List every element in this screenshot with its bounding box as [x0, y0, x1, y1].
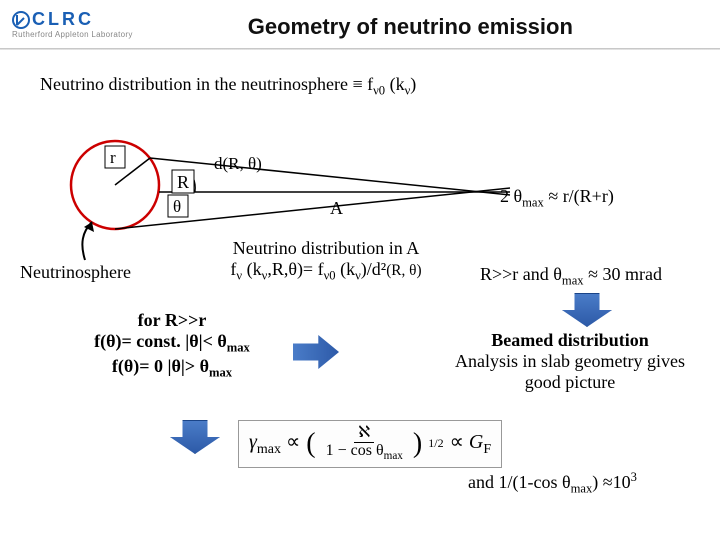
- label-r: r: [110, 148, 116, 168]
- ftheta-line2: f(θ)= const. |θ|< θmax: [72, 331, 272, 356]
- label-A: A: [330, 198, 343, 219]
- neutrinosphere-label: Neutrinosphere: [20, 262, 131, 283]
- page-title: Geometry of neutrino emission: [153, 14, 708, 40]
- eq-approx-30mrad: R>>r and θmax ≈ 30 mrad: [480, 264, 662, 289]
- formula-rhs: ∝ GF: [450, 429, 492, 458]
- header-bar: CLRC Rutherford Appleton Laboratory Geom…: [0, 0, 720, 48]
- formula-box: γmax ∝ ( ℵ 1 − cos θmax )1/2 ∝ GF: [238, 420, 502, 468]
- label-theta: θ: [173, 197, 181, 217]
- logo: CLRC Rutherford Appleton Laboratory: [12, 9, 133, 39]
- ftheta-line1: for R>>r: [72, 310, 272, 331]
- label-R: R: [177, 172, 189, 193]
- dist-line1: Neutrino distribution in A: [196, 238, 456, 259]
- beamed-line1: Beamed distribution: [440, 330, 700, 351]
- logo-subtitle: Rutherford Appleton Laboratory: [12, 30, 133, 39]
- beamed-block: Beamed distribution Analysis in slab geo…: [440, 330, 700, 393]
- f-theta-block: for R>>r f(θ)= const. |θ|< θmax f(θ)= 0 …: [72, 310, 272, 380]
- formula-fraction: ℵ 1 − cos θmax: [322, 425, 407, 463]
- arrow-right-icon: [293, 335, 339, 369]
- formula-exp: 1/2: [428, 436, 443, 451]
- beamed-line2: Analysis in slab geometry gives: [440, 351, 700, 372]
- arrow-down-icon-2: [170, 420, 220, 454]
- dist-in-A: Neutrino distribution in A fν (kν,R,θ)= …: [196, 238, 456, 284]
- logo-text: CLRC: [32, 9, 94, 30]
- logo-icon: [12, 11, 30, 29]
- formula-lhs: γmax ∝: [249, 429, 300, 458]
- intro-text: Neutrino distribution in the neutrinosph…: [40, 74, 416, 99]
- formula-num: ℵ: [354, 425, 374, 443]
- dist-line2: fν (kν,R,θ)= fν0 (kν)/d²(R, θ): [196, 259, 456, 284]
- label-d: d(R, θ): [214, 154, 262, 174]
- bottom-right-eq: and 1/(1-cos θmax) ≈103: [468, 470, 637, 497]
- arrow-down-icon: [562, 293, 612, 327]
- slide-content: Neutrino distribution in the neutrinosph…: [0, 50, 720, 540]
- eq-theta-max: 2 θmax ≈ r/(R+r): [500, 186, 614, 211]
- ftheta-line3: f(θ)= 0 |θ|> θmax: [72, 356, 272, 381]
- beamed-line3: good picture: [440, 372, 700, 393]
- formula-den: 1 − cos θmax: [322, 443, 407, 463]
